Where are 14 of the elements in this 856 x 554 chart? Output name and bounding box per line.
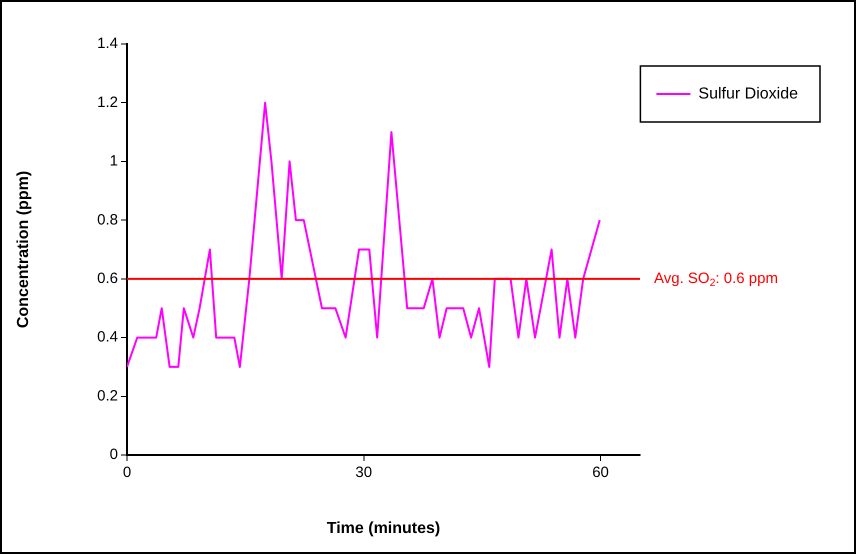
y-tick-label: 0.4 — [97, 328, 118, 346]
legend-label: Sulfur Dioxide — [698, 85, 798, 102]
x-axis-title: Time (minutes) — [326, 520, 440, 537]
y-tick-label: 1.4 — [97, 35, 118, 52]
y-axis-title: Concentration (ppm) — [15, 170, 32, 328]
x-tick-label: 30 — [355, 464, 372, 482]
y-tick-label: 1.2 — [97, 94, 118, 111]
x-tick-label: 0 — [122, 464, 132, 482]
y-tick-label: 0.8 — [97, 211, 118, 228]
y-tick-label: 0.6 — [97, 270, 118, 287]
x-tick-label: 60 — [592, 464, 609, 482]
y-tick-label: 1 — [110, 152, 118, 170]
y-tick-label: 0.2 — [97, 387, 118, 404]
y-tick-label: 0 — [110, 446, 118, 464]
